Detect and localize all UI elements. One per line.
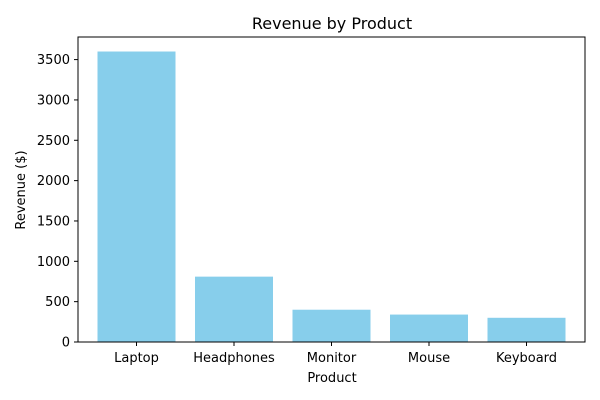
x-tick-label: Monitor [307,351,357,366]
x-tick-label: Keyboard [496,351,557,366]
y-tick-label: 2500 [37,134,70,149]
bars [97,51,566,343]
y-axis-ticks: 0 500 1000 1500 2000 2500 3000 3500 [37,53,78,351]
chart-title: Revenue by Product [252,14,412,33]
x-axis-ticks: Laptop Headphones Monitor Mouse Keyboard [114,342,557,366]
y-tick-label: 1500 [37,214,70,229]
y-tick-label: 1000 [37,255,70,270]
axes-frame [77,36,586,343]
bar-laptop [97,51,176,343]
bar-headphones [195,276,273,342]
x-tick-label: Mouse [408,351,450,366]
y-tick-label: 0 [62,336,70,351]
x-tick-label: Laptop [114,351,159,366]
y-tick-label: 3000 [37,93,70,108]
x-tick-label: Headphones [193,351,275,366]
y-tick-label: 500 [45,295,70,310]
bar-mouse [390,314,468,342]
y-tick-label: 3500 [37,53,70,68]
x-axis-label: Product [307,371,356,386]
y-tick-label: 2000 [37,174,70,189]
bar-monitor [292,309,371,342]
y-axis-label: Revenue ($) [14,150,29,229]
bar-keyboard [487,317,566,342]
